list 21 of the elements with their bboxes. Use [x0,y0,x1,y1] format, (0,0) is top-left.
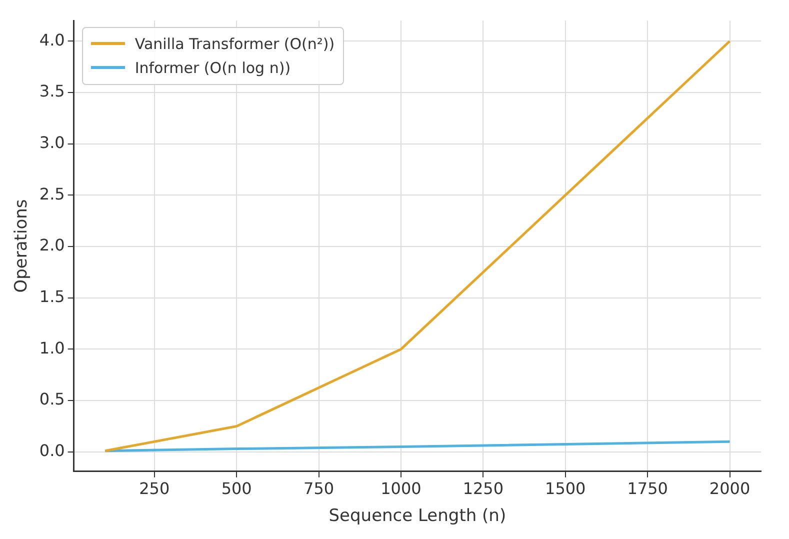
y-tick-label: 1.5 [39,287,65,306]
x-tick-label: 1250 [462,479,504,498]
x-tick-label: 2000 [709,479,750,498]
y-tick-label: 0.5 [39,390,65,409]
y-tick-label: 4.0 [39,30,65,50]
x-tick-label: 1000 [380,479,422,498]
legend-label: Informer (O(n log n)) [134,58,291,79]
y-tick-label: 3.0 [39,132,65,152]
x-tick-label: 1750 [627,479,668,498]
legend-label: Vanilla Transformer (O(n²)) [134,34,335,55]
x-tick-label: 750 [304,479,334,498]
y-tick-label: 0.0 [39,441,65,460]
y-tick-label: 3.5 [39,82,65,101]
y-tick-label: 2.5 [39,184,65,204]
x-tick-label: 1500 [545,479,586,498]
x-tick-label: 500 [221,479,252,498]
y-tick-label: 1.0 [39,338,65,358]
x-tick-label: 250 [139,479,170,498]
x-axis-title: Sequence Length (n) [328,506,506,526]
y-tick-label: 2.0 [39,236,65,255]
y-axis-title: Operations [12,199,32,293]
